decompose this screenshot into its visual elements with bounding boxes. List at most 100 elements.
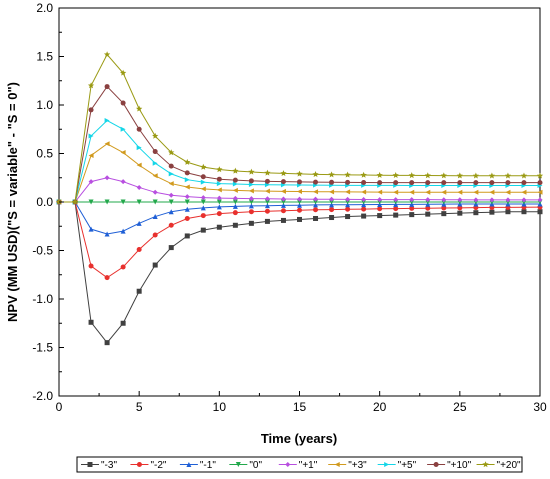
data-point (168, 163, 174, 169)
data-point (168, 222, 174, 228)
data-point (313, 207, 319, 213)
data-point (345, 206, 351, 212)
data-point (264, 199, 270, 205)
legend-item: "+5" (377, 460, 417, 471)
legend-label: "-3" (101, 460, 117, 471)
data-point (152, 232, 158, 238)
data-point (297, 179, 302, 185)
data-point (264, 169, 271, 176)
x-tick-label: 5 (136, 400, 143, 414)
legend-swatch-marker (384, 462, 390, 467)
data-point (232, 210, 238, 216)
data-point (248, 203, 254, 209)
data-point (280, 208, 286, 214)
data-point (136, 126, 142, 132)
data-point (248, 199, 254, 205)
data-point (505, 197, 511, 203)
data-point (200, 205, 206, 211)
data-point (184, 158, 191, 165)
legend-label: "-2" (150, 460, 166, 471)
y-axis-title: NPV (MM USD)("S = variable" - "S = 0") (5, 82, 20, 322)
data-point (152, 173, 158, 179)
legend-label: "0" (249, 460, 262, 471)
data-point (409, 212, 415, 218)
data-point (216, 195, 222, 201)
data-point (345, 196, 351, 202)
legend-label: "+1" (299, 460, 318, 471)
data-point (520, 172, 528, 179)
data-point (441, 189, 447, 195)
legend-box (76, 456, 523, 473)
data-point (521, 189, 527, 195)
data-point (297, 216, 302, 222)
series-line (59, 201, 540, 344)
data-point (313, 199, 319, 205)
data-point (521, 180, 527, 186)
data-point (200, 213, 206, 219)
data-point (280, 179, 286, 185)
data-point (216, 166, 223, 173)
legend-label: "+3" (348, 460, 367, 471)
data-point (313, 196, 319, 202)
data-point (152, 262, 158, 268)
data-point (297, 202, 302, 208)
data-point (200, 227, 206, 233)
axis-layer: 0 5 10 15 20 25 30 -2.0 -1.5 -1.0 -0.5 0.0 0.5 1.0 1.5… (32, 1, 547, 414)
data-point (120, 199, 126, 205)
data-point (88, 133, 94, 139)
data-point (361, 196, 367, 202)
data-point (521, 209, 527, 215)
data-point (329, 202, 335, 208)
data-point (361, 202, 367, 208)
data-point (409, 189, 415, 195)
data-point (537, 197, 543, 203)
data-point (457, 210, 463, 216)
y-tick-label: -1.5 (32, 341, 53, 355)
data-point (120, 150, 126, 156)
data-point (136, 288, 142, 294)
data-point (360, 171, 367, 178)
legend-label: "-1" (200, 460, 216, 471)
data-point (232, 195, 238, 201)
data-point (280, 217, 286, 223)
legend-item: "0" (229, 460, 262, 471)
data-point (280, 170, 287, 177)
data-point (103, 51, 111, 58)
data-point (136, 199, 142, 205)
data-point (393, 180, 399, 186)
data-point (71, 198, 79, 205)
data-point (329, 189, 335, 195)
legend: "-3" "-2" "-1" "0" "+1" "+3" "+5" "+10" "+20" (76, 456, 523, 473)
data-point (216, 204, 222, 210)
data-point (216, 211, 222, 217)
y-tick-label: -2.0 (32, 389, 53, 403)
data-point (440, 172, 447, 179)
data-point (120, 228, 126, 234)
data-point (536, 172, 544, 179)
data-point (200, 174, 206, 180)
data-point (329, 199, 335, 205)
data-point (264, 178, 270, 184)
data-point (136, 220, 142, 226)
data-point (345, 214, 351, 220)
legend-swatch-marker (136, 462, 142, 467)
data-point (184, 184, 190, 190)
data-point (264, 188, 270, 194)
data-point (87, 82, 95, 89)
data-point (136, 105, 143, 112)
legend-label: "+20" (497, 460, 522, 471)
data-point (424, 172, 431, 179)
data-point (329, 207, 335, 213)
data-point (456, 172, 463, 179)
data-point (329, 215, 335, 221)
data-point (457, 197, 463, 203)
data-point (297, 189, 302, 195)
series-6 (56, 118, 543, 205)
y-tick-label: 1.0 (36, 98, 53, 112)
data-point (119, 69, 127, 76)
legend-item: "-2" (130, 460, 167, 471)
data-point (393, 206, 399, 212)
data-point (152, 132, 159, 139)
data-point (313, 189, 319, 195)
data-point (425, 197, 431, 203)
